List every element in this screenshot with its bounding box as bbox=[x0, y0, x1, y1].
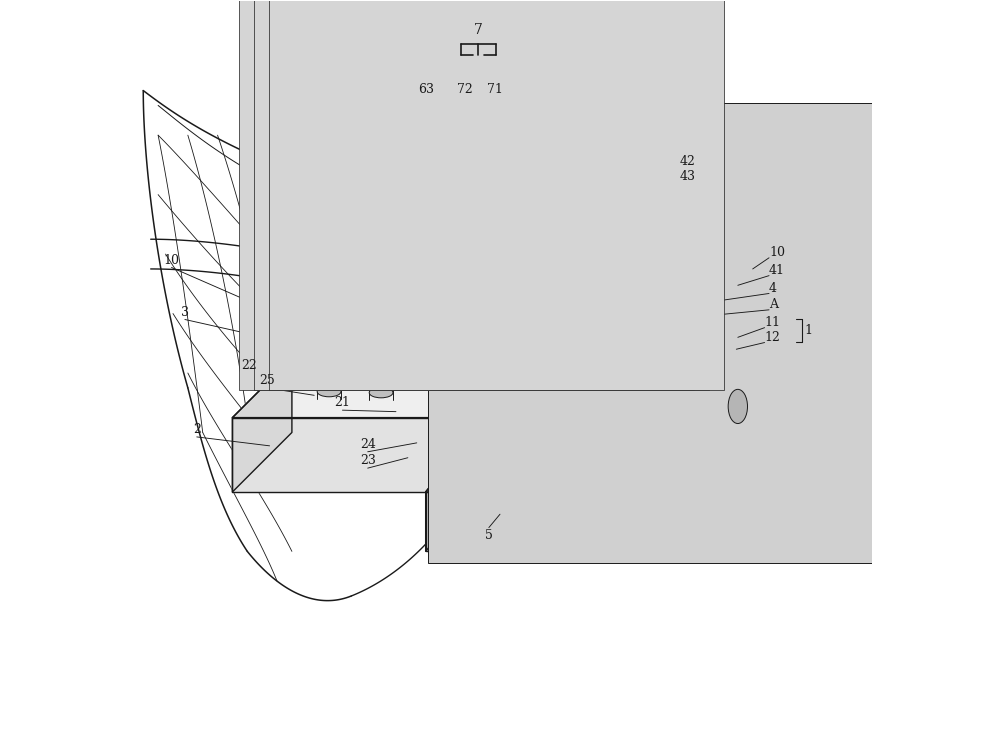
Text: 3: 3 bbox=[181, 306, 189, 319]
Polygon shape bbox=[782, 343, 797, 448]
Text: 63: 63 bbox=[418, 83, 434, 95]
Text: 22: 22 bbox=[241, 359, 257, 372]
Ellipse shape bbox=[463, 228, 472, 244]
Polygon shape bbox=[411, 225, 649, 328]
Polygon shape bbox=[455, 150, 515, 210]
Text: 24: 24 bbox=[360, 438, 376, 451]
Ellipse shape bbox=[590, 150, 603, 172]
Ellipse shape bbox=[332, 327, 348, 368]
FancyBboxPatch shape bbox=[428, 103, 886, 562]
Ellipse shape bbox=[403, 222, 419, 250]
FancyBboxPatch shape bbox=[239, 0, 694, 390]
Ellipse shape bbox=[523, 307, 536, 343]
Ellipse shape bbox=[431, 222, 447, 250]
Ellipse shape bbox=[406, 228, 415, 244]
Text: 10: 10 bbox=[769, 246, 785, 259]
Text: 11: 11 bbox=[765, 316, 781, 329]
Polygon shape bbox=[292, 298, 336, 388]
Ellipse shape bbox=[429, 366, 452, 377]
Text: 42: 42 bbox=[680, 154, 696, 168]
Polygon shape bbox=[634, 269, 753, 328]
Polygon shape bbox=[500, 180, 753, 283]
Polygon shape bbox=[232, 358, 634, 418]
Ellipse shape bbox=[317, 386, 341, 397]
Polygon shape bbox=[426, 455, 455, 551]
Polygon shape bbox=[500, 135, 515, 283]
Text: A: A bbox=[769, 298, 778, 311]
Polygon shape bbox=[664, 328, 753, 358]
Text: 43: 43 bbox=[680, 170, 696, 184]
Ellipse shape bbox=[435, 228, 444, 244]
Text: 2: 2 bbox=[193, 423, 201, 436]
Ellipse shape bbox=[343, 310, 352, 339]
Polygon shape bbox=[664, 358, 753, 388]
Ellipse shape bbox=[369, 387, 393, 398]
Text: 4: 4 bbox=[769, 282, 777, 295]
Polygon shape bbox=[396, 165, 515, 195]
Ellipse shape bbox=[429, 389, 452, 399]
Polygon shape bbox=[753, 135, 768, 283]
Text: 12: 12 bbox=[765, 330, 780, 344]
Ellipse shape bbox=[459, 222, 475, 250]
Polygon shape bbox=[396, 165, 411, 283]
Polygon shape bbox=[426, 492, 545, 551]
Polygon shape bbox=[649, 373, 782, 448]
Ellipse shape bbox=[434, 310, 447, 346]
FancyBboxPatch shape bbox=[254, 0, 709, 390]
Polygon shape bbox=[411, 195, 426, 328]
Ellipse shape bbox=[496, 368, 519, 378]
Ellipse shape bbox=[437, 316, 444, 340]
Text: 5: 5 bbox=[485, 528, 493, 542]
Ellipse shape bbox=[496, 390, 519, 401]
Ellipse shape bbox=[562, 392, 586, 401]
FancyBboxPatch shape bbox=[269, 0, 724, 390]
Text: 25: 25 bbox=[259, 374, 275, 387]
Polygon shape bbox=[396, 195, 500, 283]
Text: 41: 41 bbox=[769, 264, 785, 277]
Polygon shape bbox=[232, 418, 574, 492]
Ellipse shape bbox=[721, 380, 754, 433]
Text: 21: 21 bbox=[334, 396, 350, 410]
Ellipse shape bbox=[339, 304, 356, 345]
Polygon shape bbox=[649, 343, 797, 373]
Text: 72: 72 bbox=[457, 83, 473, 95]
Polygon shape bbox=[411, 195, 664, 225]
Text: 10: 10 bbox=[163, 254, 179, 266]
Text: 7: 7 bbox=[474, 22, 483, 37]
Polygon shape bbox=[500, 135, 768, 180]
Polygon shape bbox=[753, 239, 768, 328]
Text: 1: 1 bbox=[805, 324, 813, 337]
Ellipse shape bbox=[538, 150, 551, 172]
Ellipse shape bbox=[526, 313, 533, 337]
Polygon shape bbox=[455, 128, 522, 150]
Text: 71: 71 bbox=[487, 83, 503, 95]
Ellipse shape bbox=[562, 369, 586, 380]
Ellipse shape bbox=[336, 333, 345, 361]
Ellipse shape bbox=[694, 150, 707, 172]
Polygon shape bbox=[500, 225, 768, 269]
Ellipse shape bbox=[728, 389, 747, 424]
Ellipse shape bbox=[317, 364, 341, 374]
Ellipse shape bbox=[593, 310, 600, 334]
Ellipse shape bbox=[642, 150, 655, 172]
Polygon shape bbox=[426, 455, 574, 492]
Ellipse shape bbox=[590, 304, 603, 340]
Polygon shape bbox=[292, 298, 693, 343]
Text: 23: 23 bbox=[360, 454, 376, 467]
Polygon shape bbox=[232, 358, 292, 492]
Polygon shape bbox=[292, 343, 649, 388]
Ellipse shape bbox=[369, 365, 393, 375]
Polygon shape bbox=[634, 239, 768, 269]
Polygon shape bbox=[455, 128, 463, 210]
Polygon shape bbox=[664, 298, 768, 328]
